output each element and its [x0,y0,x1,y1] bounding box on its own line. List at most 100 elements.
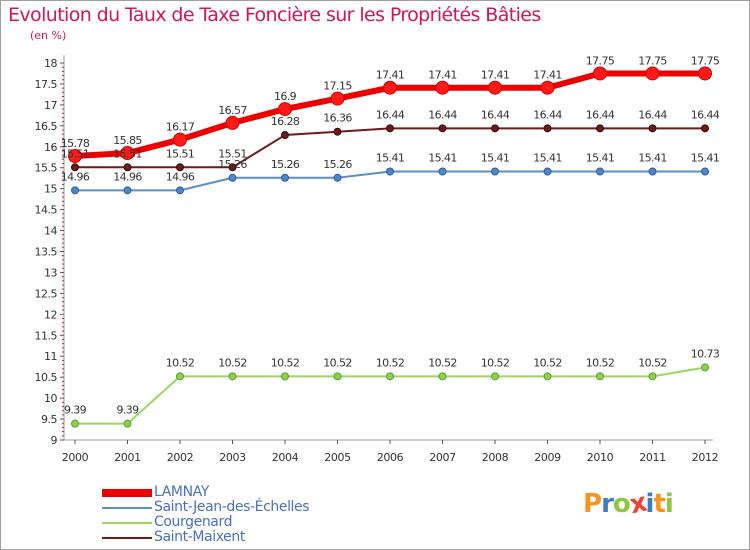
series-saint-maixent [71,124,709,172]
data-point [438,167,447,176]
data-label: 15.26 [271,158,300,171]
data-label: 10.52 [218,356,247,369]
data-point [330,91,345,106]
data-point [543,372,552,381]
data-point [648,124,657,133]
data-point [701,363,709,372]
data-label: 16.57 [218,104,247,117]
legend-swatch [102,507,152,509]
data-point [596,124,604,133]
data-point [123,163,132,172]
data-label: 16.44 [586,108,615,121]
y-tick-label: 10 [44,392,57,405]
y-tick-label: 12.5 [35,287,58,300]
x-tick-label: 2009 [534,451,561,464]
data-label: 10.52 [481,356,510,369]
data-label: 17.41 [481,69,510,82]
x-tick-label: 2012 [692,451,718,464]
data-point [386,167,394,176]
data-point [540,80,555,95]
y-tick-label: 10.5 [35,371,58,384]
data-label: 14.96 [113,170,142,183]
data-point [491,124,499,133]
data-label: 17.41 [376,69,405,82]
unit-label: (en %) [30,29,67,42]
data-point [123,419,132,428]
data-point [176,372,184,381]
data-label: 15.51 [113,147,142,160]
logo-letter: r [601,489,614,519]
y-tick-label: 17.5 [35,78,58,91]
series-lamnay [68,66,712,163]
data-label: 15.41 [481,151,510,164]
data-label: 15.41 [586,151,615,164]
data-point [228,173,237,182]
data-label: 15.51 [218,147,247,160]
y-tick-label: 9 [51,434,58,447]
data-label: 16.44 [376,108,405,121]
y-tick-label: 16 [44,141,57,154]
y-tick-label: 14 [44,225,57,238]
x-tick-label: 2000 [62,451,89,464]
series-saint-jean-des-chelles [71,167,709,195]
data-label: 15.51 [166,147,195,160]
data-label: 10.73 [691,348,720,361]
legend-swatch [102,537,152,539]
data-point [488,80,502,95]
data-label: 15.41 [533,151,562,164]
data-point [386,372,394,381]
data-point [383,80,397,95]
y-tick-label: 14.5 [35,204,58,217]
data-label: 16.44 [481,108,510,121]
data-label: 17.75 [586,54,615,67]
data-point [648,372,657,381]
data-point [593,66,607,81]
y-tick-label: 18 [44,57,57,70]
x-tick-label: 2001 [114,451,140,464]
legend-swatch [102,522,152,524]
y-tick-label: 15.5 [35,162,58,175]
logo-letter: o [612,489,631,519]
data-point [648,167,657,176]
data-point [645,66,660,81]
data-label: 17.75 [638,54,667,67]
data-point [438,372,447,381]
data-point [173,132,187,147]
data-point [71,186,79,195]
data-label: 15.41 [428,151,457,164]
x-tick-label: 2004 [272,451,299,464]
data-label: 16.44 [638,108,667,121]
data-point [281,173,289,182]
legend-label: Saint-Maixent [154,529,245,545]
x-tick-label: 2002 [167,451,193,464]
data-point [228,163,237,172]
data-point [386,124,394,133]
data-label: 17.41 [533,69,562,82]
data-label: 17.41 [428,69,457,82]
y-tick-label: 16.5 [35,120,58,133]
data-point [491,372,499,381]
data-point [68,148,82,163]
data-label: 15.41 [376,151,405,164]
data-label: 9.39 [116,404,139,417]
x-tick-label: 2006 [377,451,404,464]
data-point [123,186,132,195]
data-label: 10.52 [166,356,195,369]
data-label: 10.52 [428,356,457,369]
proxiti-logo: Proxiti [583,488,674,521]
y-tick-label: 9.5 [41,413,57,426]
logo-letter: i [645,489,655,519]
y-tick-label: 13 [44,266,57,279]
data-point [225,115,240,130]
x-tick-label: 2007 [429,451,456,464]
data-label: 17.75 [691,54,720,67]
legend-label: LAMNAY [154,484,209,500]
data-point [543,167,552,176]
x-tick-label: 2011 [639,451,665,464]
legend-label: Saint-Jean-des-Échelles [154,499,310,515]
data-point [596,167,604,176]
data-point [281,131,289,140]
data-point [698,66,712,81]
data-label: 16.36 [323,112,352,125]
data-label: 15.85 [113,134,142,147]
